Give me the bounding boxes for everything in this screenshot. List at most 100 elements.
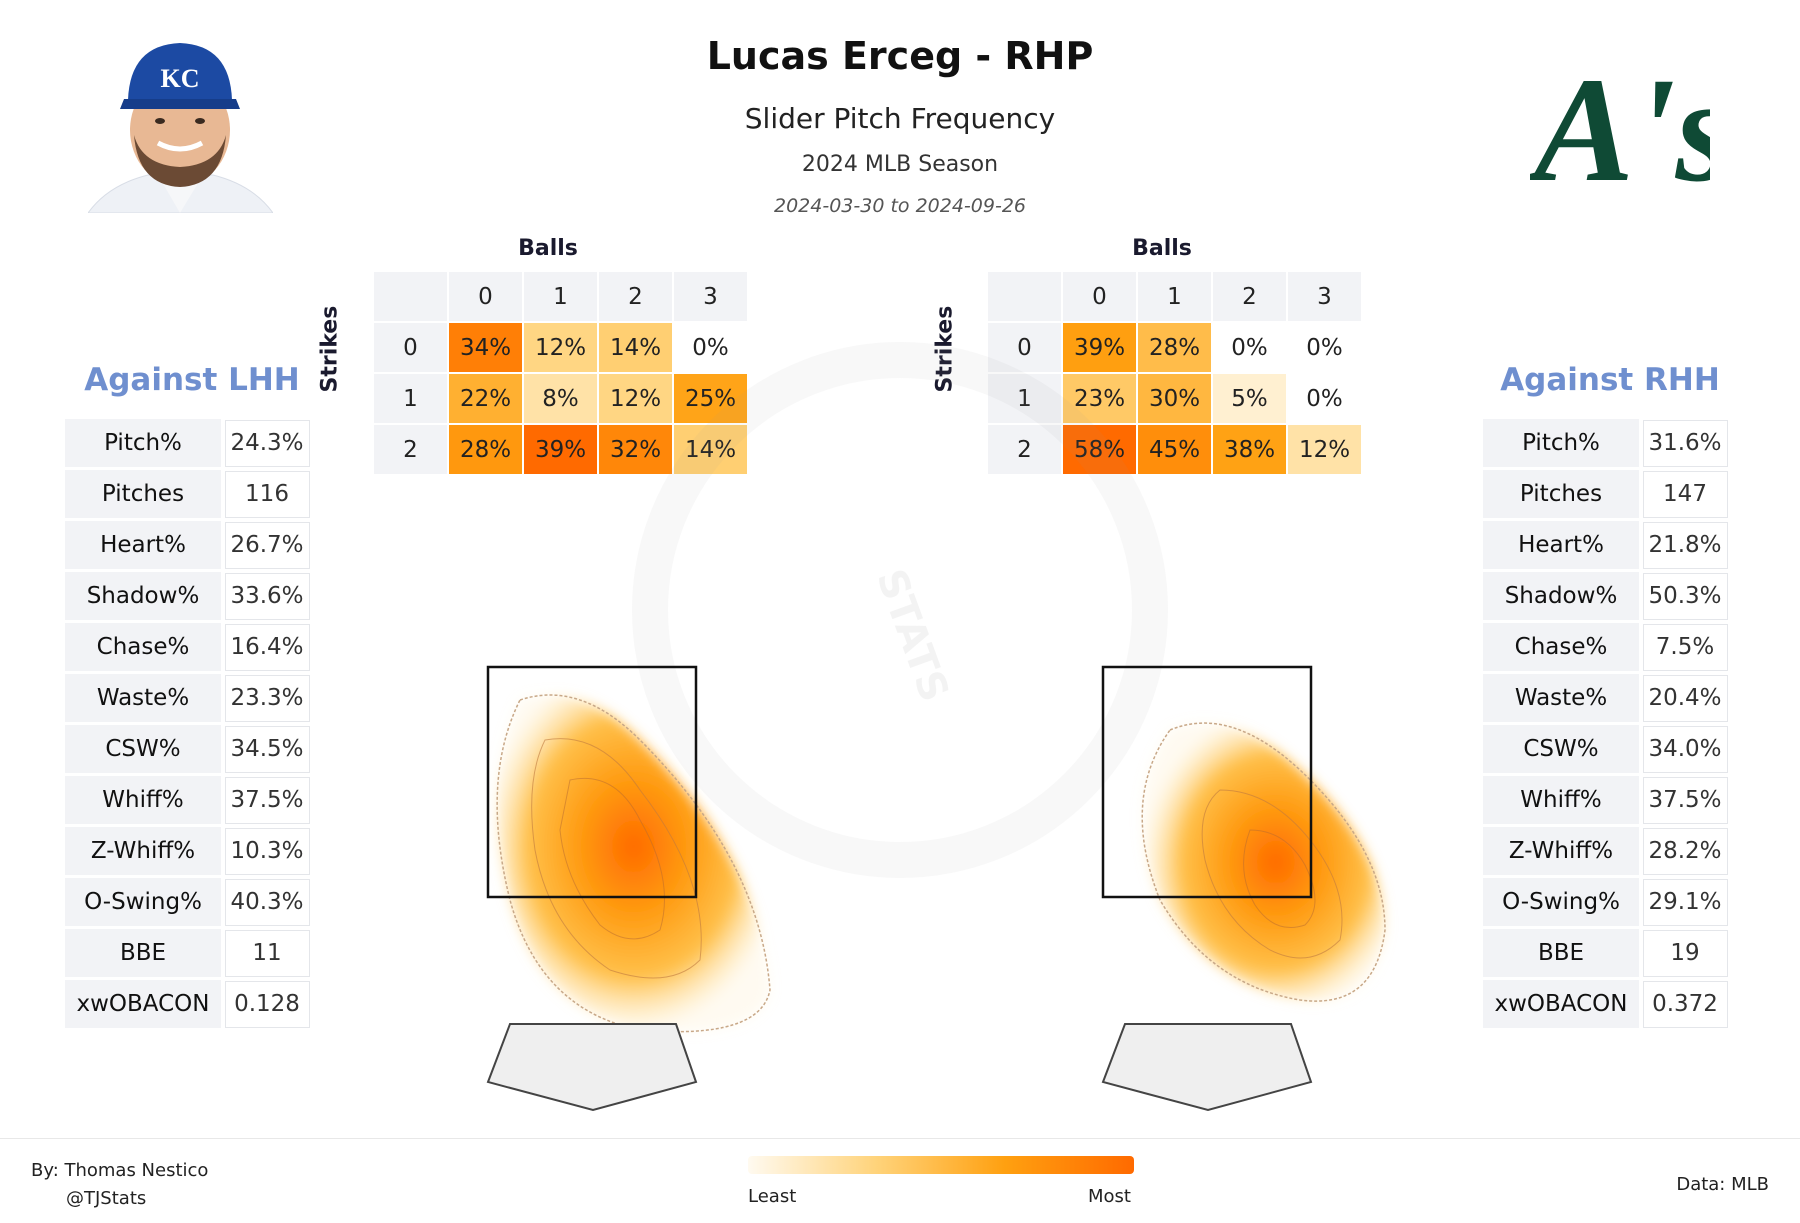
heatmap-cell: 8% xyxy=(522,372,599,425)
author-credit: By: Thomas Nestico xyxy=(31,1160,209,1181)
stat-row: Shadow% 50.3% xyxy=(1480,569,1731,623)
stat-value: 16.4% xyxy=(221,620,313,674)
heatmap-cell: 39% xyxy=(522,423,599,476)
stat-row: Pitch% 31.6% xyxy=(1480,416,1731,470)
heatmap-cell: 45% xyxy=(1136,423,1213,476)
stat-value: 34.5% xyxy=(221,722,313,776)
stat-label: Chase% xyxy=(1480,620,1642,674)
stat-value: 147 xyxy=(1639,467,1731,521)
heatmap-cell: 39% xyxy=(1061,321,1138,374)
balls-tick-label: 3 xyxy=(672,270,749,323)
stat-row: Z-Whiff% 28.2% xyxy=(1480,824,1731,878)
stat-label: Waste% xyxy=(62,671,224,725)
stat-row: Waste% 20.4% xyxy=(1480,671,1731,725)
stat-label: Pitch% xyxy=(62,416,224,470)
stat-value: 26.7% xyxy=(221,518,313,572)
location-density-right xyxy=(1141,722,1386,1002)
stat-value: 37.5% xyxy=(1639,773,1731,827)
balls-tick-label: 2 xyxy=(1211,270,1288,323)
stat-label: CSW% xyxy=(62,722,224,776)
stat-row: Whiff% 37.5% xyxy=(1480,773,1731,827)
balls-tick-label: 2 xyxy=(597,270,674,323)
count-heatmap-left: 0 1 2 3 0 34% 12% 14% 0% 1 22% 8% 12% 25% 2 28% 39% 32% 14… xyxy=(372,270,749,476)
stat-value: 0.372 xyxy=(1639,977,1731,1031)
author-handle: @TJStats xyxy=(66,1188,147,1209)
stat-row: Z-Whiff% 10.3% xyxy=(62,824,313,878)
heatmap-cell: 5% xyxy=(1211,372,1288,425)
stat-row: Heart% 21.8% xyxy=(1480,518,1731,572)
stat-value: 11 xyxy=(221,926,313,980)
stat-row: BBE 11 xyxy=(62,926,313,980)
stat-row: xwOBACON 0.128 xyxy=(62,977,313,1031)
stat-label: Pitches xyxy=(1480,467,1642,521)
heatmap-cell: 28% xyxy=(1136,321,1213,374)
stat-label: xwOBACON xyxy=(62,977,224,1031)
stat-value: 20.4% xyxy=(1639,671,1731,725)
heatmap-cell: 12% xyxy=(522,321,599,374)
stat-row: CSW% 34.5% xyxy=(62,722,313,776)
team-logo-text: A's xyxy=(1530,47,1710,200)
right-panel-title: Against RHH xyxy=(1500,362,1720,398)
stat-value: 10.3% xyxy=(221,824,313,878)
stat-value: 116 xyxy=(221,467,313,521)
stat-row: O-Swing% 29.1% xyxy=(1480,875,1731,929)
stat-row: Chase% 7.5% xyxy=(1480,620,1731,674)
colorbar-least-label: Least xyxy=(748,1186,797,1207)
heatmap-cell: 38% xyxy=(1211,423,1288,476)
date-range: 2024-03-30 to 2024-09-26 xyxy=(774,195,1026,217)
stat-label: Chase% xyxy=(62,620,224,674)
heatmap-cell: 23% xyxy=(1061,372,1138,425)
balls-tick-label: 0 xyxy=(1061,270,1138,323)
count-heatmap-right: 0 1 2 3 0 39% 28% 0% 0% 1 23% 30% 5% 0% 2 58% 45% 38% 12% xyxy=(986,270,1363,476)
colorbar-most-label: Most xyxy=(1088,1186,1131,1207)
stat-row: Pitches 116 xyxy=(62,467,313,521)
strike-zone-left xyxy=(486,665,698,899)
stat-label: O-Swing% xyxy=(1480,875,1642,929)
home-plate-right xyxy=(1101,1023,1313,1112)
stat-value: 37.5% xyxy=(221,773,313,827)
stat-value: 23.3% xyxy=(221,671,313,725)
stat-row: Pitches 147 xyxy=(1480,467,1731,521)
strikes-tick-label: 2 xyxy=(986,423,1063,476)
page-title: Lucas Erceg - RHP xyxy=(706,34,1094,78)
stat-value: 21.8% xyxy=(1639,518,1731,572)
heatmap-cell: 0% xyxy=(1211,321,1288,374)
heatmap-corner xyxy=(986,270,1063,323)
heatmap-cell: 14% xyxy=(672,423,749,476)
stat-label: Pitch% xyxy=(1480,416,1642,470)
balls-axis-label: Balls xyxy=(518,236,578,261)
heatmap-cell: 0% xyxy=(672,321,749,374)
stat-label: Shadow% xyxy=(62,569,224,623)
heatmap-cell: 0% xyxy=(1286,321,1363,374)
heatmap-cell: 58% xyxy=(1061,423,1138,476)
stat-value: 19 xyxy=(1639,926,1731,980)
left-panel-title: Against LHH xyxy=(84,362,300,398)
stat-value: 50.3% xyxy=(1639,569,1731,623)
stat-value: 34.0% xyxy=(1639,722,1731,776)
heatmap-cell: 32% xyxy=(597,423,674,476)
footer-divider xyxy=(0,1138,1800,1139)
stat-row: xwOBACON 0.372 xyxy=(1480,977,1731,1031)
stat-label: Pitches xyxy=(62,467,224,521)
strikes-tick-label: 0 xyxy=(372,321,449,374)
heatmap-cell: 14% xyxy=(597,321,674,374)
watermark: STATS xyxy=(632,342,1168,878)
strikes-tick-label: 1 xyxy=(986,372,1063,425)
stat-label: Shadow% xyxy=(1480,569,1642,623)
heatmap-cell: 22% xyxy=(447,372,524,425)
cap-logo-text: KC xyxy=(161,64,200,93)
stat-value: 7.5% xyxy=(1639,620,1731,674)
stat-label: Waste% xyxy=(1480,671,1642,725)
stat-label: Whiff% xyxy=(1480,773,1642,827)
page-subtitle: Slider Pitch Frequency xyxy=(744,102,1056,135)
stat-value: 33.6% xyxy=(221,569,313,623)
stat-row: Shadow% 33.6% xyxy=(62,569,313,623)
stat-label: xwOBACON xyxy=(1480,977,1642,1031)
heatmap-cell: 12% xyxy=(597,372,674,425)
heatmap-cell: 28% xyxy=(447,423,524,476)
season-label: 2024 MLB Season xyxy=(801,152,999,177)
stat-value: 0.128 xyxy=(221,977,313,1031)
heatmap-cell: 12% xyxy=(1286,423,1363,476)
stat-label: Whiff% xyxy=(62,773,224,827)
